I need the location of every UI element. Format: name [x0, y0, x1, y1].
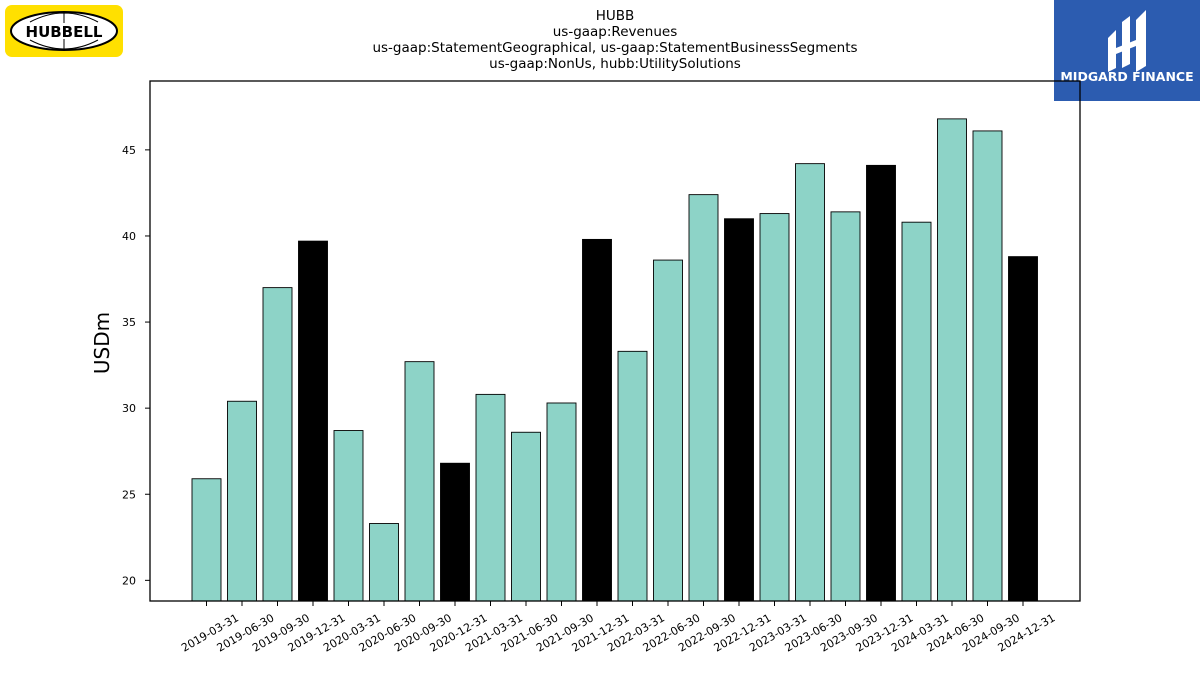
bar-2024-06-30 [937, 118, 967, 602]
bar-2021-06-30 [511, 431, 541, 602]
y-tick-label: 45 [122, 144, 136, 157]
hubbell-logo: HUBBELL [5, 5, 123, 57]
midgard-finance-logo: MIDGARD FINANCE [1054, 0, 1200, 101]
bar-2020-12-31 [440, 462, 470, 602]
bar-2020-06-30 [369, 523, 399, 602]
chart-title-line-2: us-gaap:Revenues [553, 24, 678, 40]
bar-2023-09-30 [830, 211, 861, 602]
bar-2023-06-30 [795, 163, 825, 602]
y-tick-label: 25 [122, 488, 136, 501]
midgard-logo-text: MIDGARD FINANCE [1060, 69, 1193, 84]
y-tick-label: 20 [122, 574, 136, 587]
hubbell-logo-text: HUBBELL [26, 23, 103, 41]
bar-2019-03-31 [191, 478, 222, 602]
chart-title: HUBB us-gaap:Revenues us-gaap:StatementG… [372, 8, 857, 72]
bar-2020-09-30 [404, 361, 435, 602]
midgard-emblem-icon [1108, 10, 1146, 72]
bar-2019-12-31 [298, 240, 328, 602]
bar-2023-03-31 [759, 213, 790, 602]
bar-2022-03-31 [617, 350, 648, 602]
chart-title-line-1: HUBB [596, 8, 635, 24]
bar-2022-06-30 [653, 259, 683, 602]
y-tick-label: 40 [122, 230, 136, 243]
chart-title-line-4: us-gaap:NonUs, hubb:UtilitySolutions [489, 56, 741, 72]
plot-frame [149, 80, 1081, 602]
bar-2024-12-31 [1008, 256, 1038, 602]
bar-2024-03-31 [901, 221, 932, 602]
bar-2023-12-31 [866, 164, 896, 602]
bar-2019-09-30 [262, 287, 293, 602]
bar-2021-03-31 [475, 393, 506, 602]
bar-2022-09-30 [688, 194, 719, 602]
chart-title-line-3: us-gaap:StatementGeographical, us-gaap:S… [372, 40, 857, 56]
bar-2019-06-30 [227, 400, 257, 602]
bar-2020-03-31 [333, 430, 364, 602]
bars-layer [191, 118, 1038, 602]
x-axis-ticks: 2019-03-312019-06-302019-09-302019-12-31… [179, 601, 1058, 655]
y-axis-ticks: 20 25 30 35 40 45 [122, 144, 150, 587]
y-axis-label: USDm [90, 312, 114, 374]
bar-2021-12-31 [582, 238, 612, 602]
y-tick-label: 35 [122, 316, 136, 329]
bar-2024-09-30 [972, 130, 1003, 602]
bar-2022-12-31 [724, 218, 754, 602]
bar-2021-09-30 [546, 402, 577, 602]
y-tick-label: 30 [122, 402, 136, 415]
